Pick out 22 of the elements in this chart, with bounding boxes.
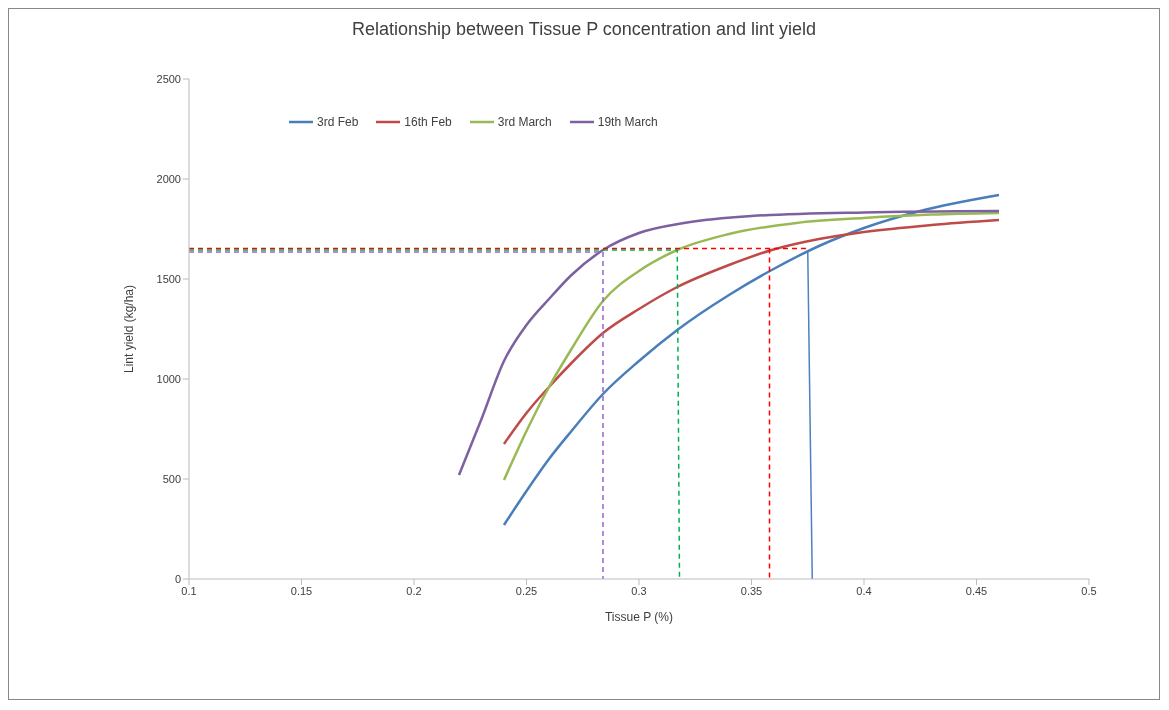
y-axis-title: Lint yield (kg/ha) <box>122 284 137 374</box>
x-tick-label: 0.2 <box>406 584 422 597</box>
legend-label: 3rd Feb <box>316 115 359 129</box>
y-tick-label: 2500 <box>156 72 181 85</box>
y-tick-label: 1000 <box>156 372 181 385</box>
x-tick-label: 0.15 <box>290 584 313 597</box>
x-tick-label: 0.5 <box>1081 584 1097 597</box>
y-tick-label: 1500 <box>156 272 181 285</box>
x-tick-label: 0.3 <box>631 584 647 597</box>
y-tick-label: 2000 <box>156 172 181 185</box>
y-tick-label: 0 <box>174 572 181 585</box>
x-tick-label: 0.35 <box>740 584 763 597</box>
chart-title: Relationship between Tissue P concentration and lint yield <box>351 19 817 40</box>
y-tick-label: 500 <box>162 472 181 485</box>
x-tick-label: 0.1 <box>181 584 197 597</box>
legend-label: 3rd March <box>496 115 552 129</box>
x-tick-label: 0.45 <box>965 584 988 597</box>
x-axis-title: Tissue P (%) <box>604 610 674 624</box>
legend-label: 19th March <box>596 115 658 129</box>
x-tick-label: 0.25 <box>515 584 538 597</box>
legend-label: 16th Feb <box>403 115 452 129</box>
x-tick-label: 0.4 <box>856 584 872 597</box>
